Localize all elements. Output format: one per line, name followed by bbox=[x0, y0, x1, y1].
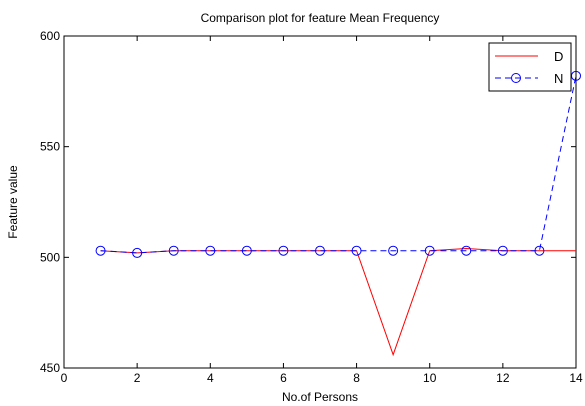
data-point-n bbox=[241, 245, 252, 256]
legend-label-d: D bbox=[554, 49, 563, 64]
data-point-n bbox=[534, 245, 545, 256]
x-tick-label: 10 bbox=[423, 371, 437, 385]
data-point-n bbox=[278, 245, 289, 256]
x-axis-ticks: 0 2 4 6 8 10 12 14 bbox=[61, 36, 583, 385]
x-tick-label: 4 bbox=[207, 371, 214, 385]
chart-title: Comparison plot for feature Mean Frequen… bbox=[201, 11, 440, 25]
legend: D N bbox=[488, 42, 572, 92]
x-axis-label: No.of Persons bbox=[282, 390, 358, 404]
x-tick-label: 12 bbox=[496, 371, 510, 385]
data-point-n bbox=[497, 245, 508, 256]
x-tick-label: 14 bbox=[569, 371, 583, 385]
legend-marker-n bbox=[511, 73, 521, 83]
y-tick-label: 500 bbox=[40, 250, 60, 264]
y-axis-label: Feature value bbox=[6, 165, 20, 239]
data-point-n bbox=[351, 245, 362, 256]
data-point-n bbox=[95, 245, 106, 256]
legend-label-n: N bbox=[554, 71, 563, 86]
x-tick-label: 0 bbox=[61, 371, 68, 385]
y-tick-label: 600 bbox=[40, 29, 60, 43]
data-point-n bbox=[132, 247, 143, 258]
legend-box bbox=[488, 42, 572, 92]
data-point-n bbox=[168, 245, 179, 256]
series-line-d bbox=[100, 247, 576, 357]
y-axis-ticks: 450 500 550 600 bbox=[40, 29, 576, 375]
data-point-n bbox=[315, 245, 325, 256]
data-point-n bbox=[424, 245, 435, 256]
x-tick-label: 8 bbox=[353, 371, 360, 385]
data-point-n bbox=[461, 245, 472, 256]
y-tick-label: 550 bbox=[40, 140, 60, 154]
x-tick-label: 2 bbox=[134, 371, 141, 385]
y-tick-label: 450 bbox=[40, 361, 60, 375]
data-point-n bbox=[388, 245, 399, 256]
data-point-n bbox=[205, 245, 216, 256]
x-tick-label: 6 bbox=[280, 371, 287, 385]
